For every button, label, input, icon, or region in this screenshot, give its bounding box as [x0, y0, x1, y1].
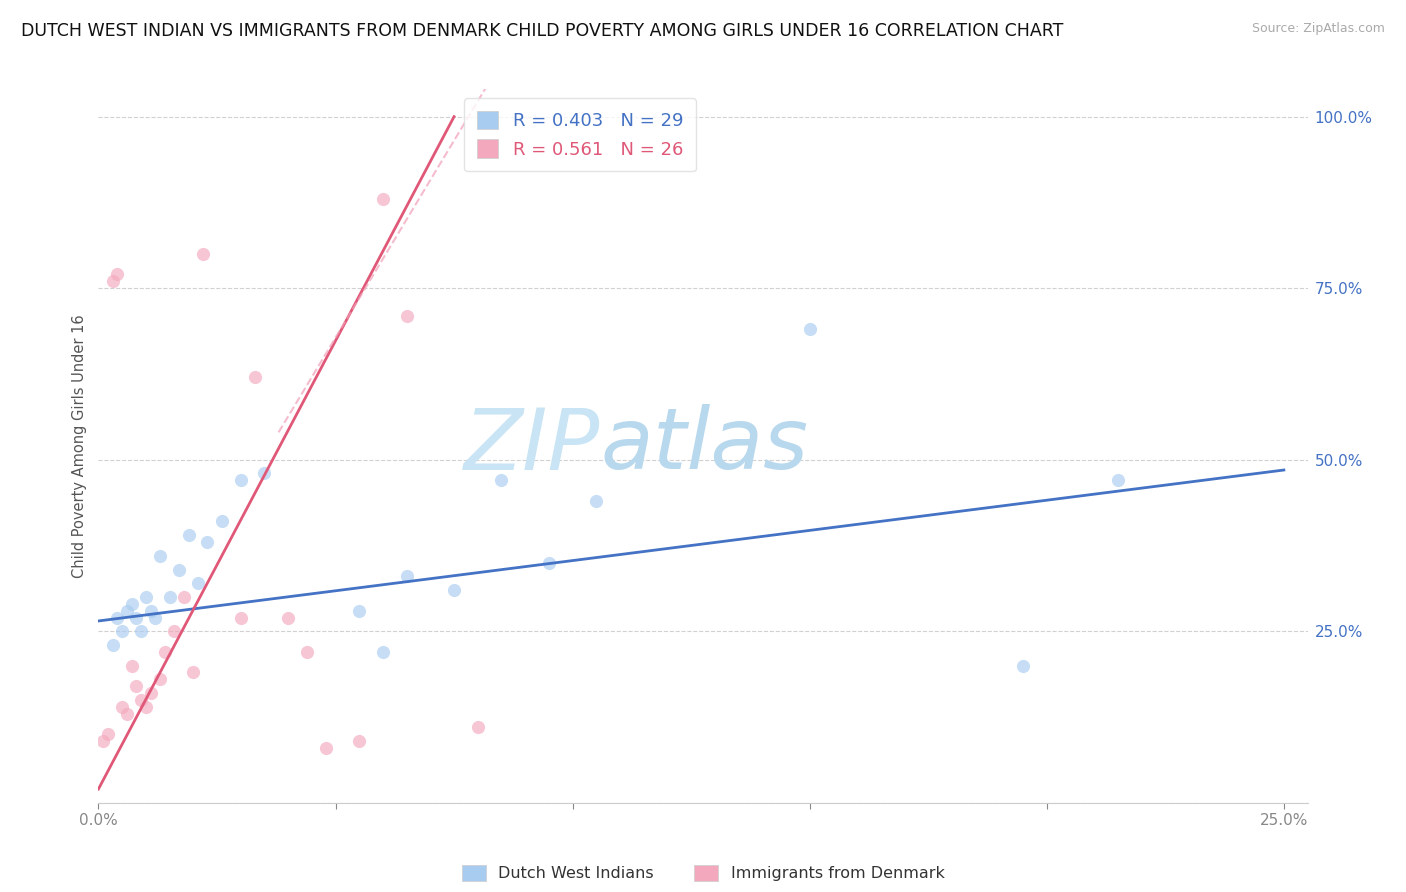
Point [1107, 473, 1129, 487]
Point [163, 624, 186, 639]
Point [139, 604, 162, 618]
Point [105, 268, 128, 282]
Point [443, 583, 465, 598]
Point [229, 473, 252, 487]
Point [371, 645, 394, 659]
Point [799, 322, 821, 336]
Point [371, 192, 394, 206]
Point [111, 699, 134, 714]
Point [129, 624, 152, 639]
Point [253, 467, 276, 481]
Point [125, 679, 148, 693]
Point [491, 473, 513, 487]
Point [173, 590, 195, 604]
Point [181, 665, 204, 680]
Point [229, 610, 252, 624]
Point [115, 604, 138, 618]
Point [347, 604, 370, 618]
Point [315, 740, 337, 755]
Point [347, 734, 370, 748]
Point [101, 638, 124, 652]
Legend: Dutch West Indians, Immigrants from Denmark: Dutch West Indians, Immigrants from Denm… [456, 858, 950, 888]
Point [1012, 658, 1035, 673]
Point [125, 610, 148, 624]
Point [167, 562, 190, 576]
Point [187, 576, 209, 591]
Point [129, 693, 152, 707]
Point [159, 590, 181, 604]
Point [211, 515, 233, 529]
Point [135, 699, 157, 714]
Text: atlas: atlas [600, 404, 808, 488]
Point [97, 727, 120, 741]
Point [243, 370, 266, 384]
Point [191, 247, 214, 261]
Point [149, 673, 172, 687]
Point [143, 610, 166, 624]
Point [153, 645, 176, 659]
Text: Source: ZipAtlas.com: Source: ZipAtlas.com [1251, 22, 1385, 36]
Point [121, 597, 143, 611]
Point [395, 309, 418, 323]
Point [277, 610, 299, 624]
Point [395, 569, 418, 583]
Point [197, 535, 219, 549]
Point [91, 734, 114, 748]
Point [585, 494, 607, 508]
Point [135, 590, 157, 604]
Point [295, 645, 318, 659]
Point [537, 556, 560, 570]
Point [115, 706, 138, 721]
Y-axis label: Child Poverty Among Girls Under 16: Child Poverty Among Girls Under 16 [72, 314, 87, 578]
Point [467, 720, 489, 734]
Point [177, 528, 200, 542]
Point [111, 624, 134, 639]
Text: DUTCH WEST INDIAN VS IMMIGRANTS FROM DENMARK CHILD POVERTY AMONG GIRLS UNDER 16 : DUTCH WEST INDIAN VS IMMIGRANTS FROM DEN… [21, 22, 1063, 40]
Point [121, 658, 143, 673]
Point [139, 686, 162, 700]
Point [101, 274, 124, 288]
Point [149, 549, 172, 563]
Point [105, 610, 128, 624]
Text: ZIP: ZIP [464, 404, 600, 488]
